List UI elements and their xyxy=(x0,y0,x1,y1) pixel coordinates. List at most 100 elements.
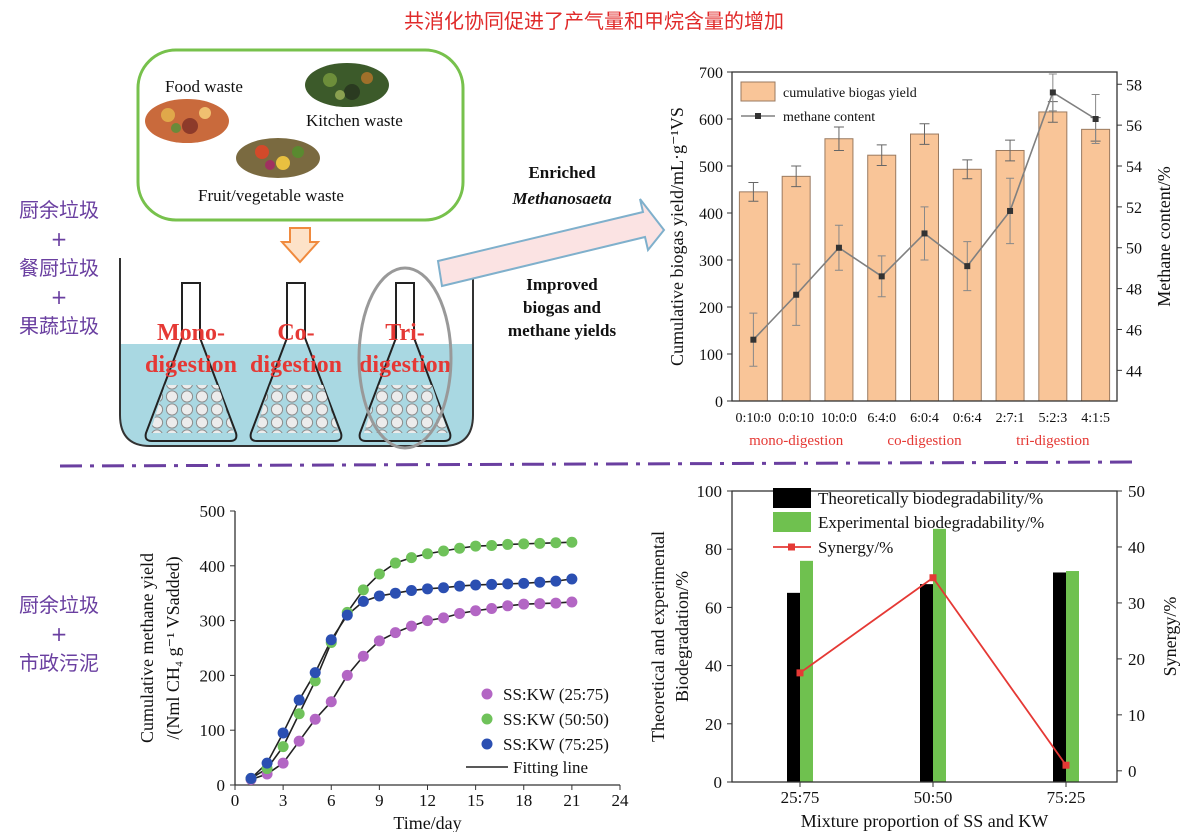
legend-marker xyxy=(481,738,493,750)
x-tick-label: 0 xyxy=(231,791,240,810)
yield-point xyxy=(357,650,369,662)
y2-tick-label: 46 xyxy=(1126,322,1142,339)
theoretical-bar xyxy=(920,584,933,782)
category-label: 6:4:0 xyxy=(867,411,896,426)
yield-point xyxy=(373,590,385,602)
methane-point xyxy=(1007,207,1014,214)
y2-tick-label: 48 xyxy=(1126,282,1142,299)
biogas-bar xyxy=(738,191,768,402)
schematic: Food waste Kitchen waste Fruit/vegetable… xyxy=(119,48,666,450)
yield-point xyxy=(486,540,498,552)
improved-yields-line1: Improved xyxy=(526,275,598,294)
legend-line-label: methane content xyxy=(783,110,875,125)
x-tick-label: 25:75 xyxy=(781,788,820,807)
x-tick-label: 21 xyxy=(563,791,580,810)
tri-digestion-label-line1: Tri- xyxy=(385,320,425,346)
yield-point xyxy=(357,595,369,607)
y2-tick-label: 40 xyxy=(1128,538,1145,557)
y-tick-label: 100 xyxy=(697,482,723,501)
digestion-tank xyxy=(119,258,474,447)
y2-tick-label: 50 xyxy=(1128,482,1145,501)
enriched-label: Enriched xyxy=(528,163,596,182)
methane-point xyxy=(1092,116,1099,122)
top-feedstock-plus-2: + xyxy=(50,285,68,309)
y-tick-label: 80 xyxy=(705,540,722,559)
bottom-feedstock-2: 市政污泥 xyxy=(19,651,99,675)
methane-point xyxy=(793,291,800,298)
synergy-point xyxy=(929,574,937,582)
biogas-error-bar xyxy=(962,159,973,180)
yield-point xyxy=(277,727,289,739)
tri-digestion-highlight xyxy=(357,266,453,450)
section-divider xyxy=(59,460,1141,468)
yield-point xyxy=(309,667,321,679)
x-tick-label: 15 xyxy=(467,791,484,810)
biodegradability-chart: 0 20 40 60 80 100 0 10 20 30 40 50 25:75 50:50 75:25 Th… xyxy=(648,482,1180,831)
category-label: 0:6:4 xyxy=(953,411,982,426)
legend-label: SS:KW (50:50) xyxy=(503,710,609,729)
yield-point xyxy=(277,757,289,769)
yield-point xyxy=(293,694,305,706)
yield-point xyxy=(405,584,417,596)
synergy-point xyxy=(1062,761,1070,769)
x-tick-label: 50:50 xyxy=(914,788,953,807)
y2-axis-title: Methane content/% xyxy=(1154,166,1174,306)
yield-point xyxy=(341,609,353,621)
methanosaeta-label: Methanosaeta xyxy=(511,189,612,208)
co-digestion-flask xyxy=(249,282,343,442)
y2-tick-label: 52 xyxy=(1126,200,1142,217)
biodegradability-plot-frame xyxy=(731,490,1118,783)
methane-point xyxy=(878,273,885,280)
yield-point xyxy=(438,612,450,624)
yield-point xyxy=(470,540,482,552)
yield-point xyxy=(422,583,433,595)
y2-tick-label: 44 xyxy=(1126,363,1142,380)
y-axis-title-line2: /(Nml CH₄ g⁻¹ VSadded) xyxy=(163,556,184,739)
yield-point xyxy=(518,538,530,550)
kitchen-waste-image xyxy=(305,63,389,107)
biogas-error-bar xyxy=(791,165,802,188)
legend-experimental-label: Experimental biodegradability/% xyxy=(818,513,1044,532)
x-tick-label: 24 xyxy=(612,791,630,810)
yield-point xyxy=(405,620,417,632)
group-label: mono-digestion xyxy=(749,433,844,449)
x-axis-title: Time/day xyxy=(393,813,461,832)
y-tick-label: 400 xyxy=(200,557,226,576)
y-tick-label: 0 xyxy=(217,776,226,795)
mono-digestion-label-line2: digestion xyxy=(145,352,237,378)
biogas-error-bar xyxy=(919,123,930,145)
y2-tick-label: 0 xyxy=(1128,762,1137,781)
legend-experimental-swatch xyxy=(773,512,811,532)
legend-synergy-marker xyxy=(788,543,795,551)
yield-point xyxy=(550,537,562,549)
improved-yields-line2: biogas and xyxy=(523,298,601,317)
x-tick-label: 9 xyxy=(375,791,384,810)
yield-point xyxy=(470,579,482,591)
yield-point xyxy=(422,615,433,627)
category-label: 0:0:10 xyxy=(778,411,814,426)
biogas-error-bar xyxy=(1005,139,1016,162)
y-tick-label: 100 xyxy=(200,721,226,740)
yield-point xyxy=(518,577,530,589)
yield-point xyxy=(454,542,466,554)
top-feedstock-1: 厨余垃圾 xyxy=(19,198,99,222)
y-axis-title: Cumulative biogas yield/mL·g⁻¹VS xyxy=(667,107,687,366)
category-label: 10:0:0 xyxy=(821,411,857,426)
biogas-error-bar xyxy=(833,126,844,151)
experimental-bar xyxy=(1066,571,1079,782)
experimental-bar xyxy=(800,560,813,782)
biogas-bar xyxy=(1038,111,1068,402)
yield-point xyxy=(534,576,546,588)
bottom-feedstock-label: 厨余垃圾 + 市政污泥 xyxy=(0,591,118,678)
legend-marker xyxy=(481,688,493,700)
y-tick-label: 20 xyxy=(705,715,722,734)
fruit-vegetable-waste-image xyxy=(236,138,320,178)
improved-yields-line3: methane yields xyxy=(508,321,617,340)
biogas-error-bar xyxy=(748,181,759,202)
co-digestion-label-line1: Co- xyxy=(277,320,314,346)
biogas-bar xyxy=(910,133,939,402)
category-label: 6:0:4 xyxy=(910,411,939,426)
y2-tick-label: 50 xyxy=(1126,241,1142,258)
yield-point xyxy=(534,537,546,549)
yield-point xyxy=(518,598,530,610)
